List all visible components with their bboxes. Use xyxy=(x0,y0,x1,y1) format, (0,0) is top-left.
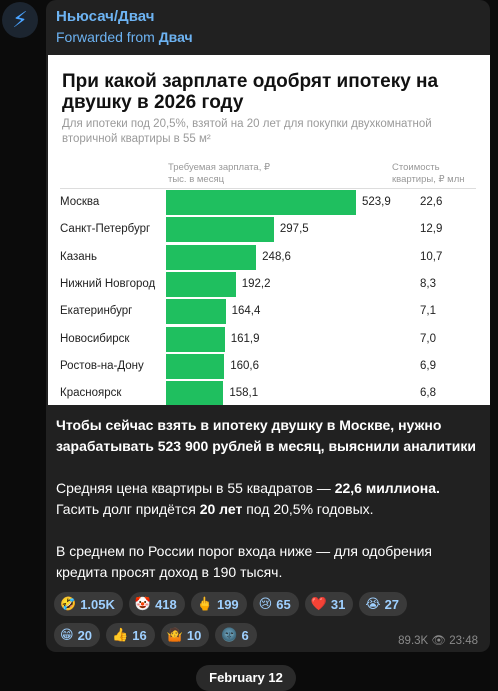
reaction-row: 🤣 1.05K 🤡 418 🖕 199 😢 65 ❤️ 31 😭 27 xyxy=(54,592,408,616)
reaction-emoji: 😁 xyxy=(60,627,74,642)
reaction-count: 31 xyxy=(330,596,346,612)
image-title: При какой зарплате одобрят ипотеку на дв… xyxy=(62,71,439,113)
reaction-emoji: 😢 xyxy=(258,596,273,611)
text-run: Средняя цена квартиры в 55 квадратов — xyxy=(56,480,335,496)
image-subtitle: Для ипотеки под 20,5%, взятой на 20 лет … xyxy=(62,118,432,145)
reaction-emoji: 🤷 xyxy=(166,627,183,642)
message-meta: 89.3K 👁 23:48 xyxy=(398,635,478,647)
reaction-row: 😁 20 👍 16 🤷 10 🌚 6 xyxy=(54,623,257,647)
bar-value-label: 248,6 xyxy=(262,250,291,263)
bar-value-label: 158,1 xyxy=(229,387,259,400)
price-label: 6,9 xyxy=(420,359,436,372)
reaction[interactable]: 🖕 199 xyxy=(190,592,247,616)
reaction-emoji: ❤️ xyxy=(310,596,327,611)
reaction-emoji: 🤡 xyxy=(134,596,152,611)
text-run: Чтобы сейчас взять в ипотеку двушку в Мо… xyxy=(56,417,477,454)
price-label: 10,7 xyxy=(420,250,443,263)
reaction-count: 418 xyxy=(155,596,177,612)
reaction-count: 6 xyxy=(241,627,249,643)
city-label: Екатеринбург xyxy=(60,305,133,318)
reaction-emoji: 👍 xyxy=(112,627,129,642)
bar xyxy=(166,190,356,215)
channel-name[interactable]: Ньюсач/Двач xyxy=(56,8,155,25)
reaction[interactable]: 🤷 10 xyxy=(160,623,210,647)
price-label: 12,9 xyxy=(420,223,443,236)
date-pill: February 12 xyxy=(196,665,296,691)
divider xyxy=(60,188,476,189)
forwarded-label: Forwarded from xyxy=(56,29,155,45)
city-label: Ростов-на-Дону xyxy=(60,359,144,372)
reaction-emoji: 🖕 xyxy=(196,596,213,611)
reaction-count: 20 xyxy=(77,627,93,643)
reaction[interactable]: 😢 65 xyxy=(252,592,299,616)
reaction-count: 10 xyxy=(186,627,202,643)
reaction-emoji: 🌚 xyxy=(221,627,238,642)
bar xyxy=(166,217,274,243)
bar xyxy=(166,381,224,405)
reaction-count: 65 xyxy=(276,596,291,612)
reaction[interactable]: 😭 27 xyxy=(359,592,408,616)
reaction-emoji: 🤣 xyxy=(60,596,77,611)
forwarded-source[interactable]: Двач xyxy=(158,29,193,45)
text-run: Гасить долг придётся xyxy=(56,501,200,517)
bar-value-label: 523,9 xyxy=(362,196,391,208)
city-label: Москва xyxy=(60,196,100,208)
message-bubble: Ньюсач/Двач Forwarded from Двач При како… xyxy=(46,0,490,652)
reaction-emoji: 😭 xyxy=(365,596,381,611)
price-header: Стоимость квартиры, ₽ млн xyxy=(392,162,465,185)
city-label: Новосибирск xyxy=(60,332,130,345)
reaction[interactable]: ❤️ 31 xyxy=(304,592,354,616)
reaction[interactable]: 😁 20 xyxy=(54,623,101,647)
text-run: под 20,5% годовых. xyxy=(242,501,374,517)
bar xyxy=(166,326,225,352)
reaction-count: 1.05K xyxy=(80,596,115,612)
bar-value-label: 164,4 xyxy=(231,305,261,318)
bar-value-label: 160,6 xyxy=(230,359,260,372)
reaction-count: 16 xyxy=(132,627,147,643)
reaction-count: 27 xyxy=(384,596,400,612)
city-label: Нижний Новгород xyxy=(60,277,156,290)
bar-value-label: 297,5 xyxy=(279,223,309,236)
salary-header: Требуемая зарплата, ₽ тыс. в месяц xyxy=(168,162,271,185)
reaction[interactable]: 👍 16 xyxy=(106,623,155,647)
price-label: 22,6 xyxy=(420,196,443,208)
reaction[interactable]: 🌚 6 xyxy=(215,623,257,647)
text-run: 20 лет xyxy=(199,501,243,517)
message-paragraph: В среднем по России порог входа ниже — д… xyxy=(56,541,476,583)
time: 23:48 xyxy=(449,635,478,647)
bar xyxy=(166,244,257,270)
text-run: В среднем по России порог входа ниже — д… xyxy=(56,543,432,580)
reaction-count: 199 xyxy=(216,596,239,612)
city-label: Санкт-Петербург xyxy=(60,223,151,236)
reaction[interactable]: 🤡 418 xyxy=(128,592,185,616)
message-paragraph: Чтобы сейчас взять в ипотеку двушку в Мо… xyxy=(56,415,476,457)
avatar[interactable]: ⚡ xyxy=(2,2,38,38)
price-label: 7,0 xyxy=(420,332,436,345)
forwarded-line: Forwarded from Двач xyxy=(56,29,193,45)
message-paragraph: Средняя цена квартиры в 55 квадратов — 2… xyxy=(56,478,476,520)
price-label: 8,3 xyxy=(420,277,436,290)
bar xyxy=(166,353,225,379)
city-label: Красноярск xyxy=(60,387,122,400)
bar-value-label: 192,2 xyxy=(241,277,271,290)
reaction[interactable]: 🤣 1.05K xyxy=(54,592,123,616)
bar xyxy=(166,299,226,325)
city-label: Казань xyxy=(60,250,97,263)
post-image[interactable]: При какой зарплате одобрят ипотеку на дв… xyxy=(48,55,490,405)
bar-value-label: 161,9 xyxy=(230,332,260,345)
text-run: 22,6 миллиона. xyxy=(334,480,440,496)
price-label: 7,1 xyxy=(420,305,436,318)
views: 89.3K xyxy=(398,635,429,647)
price-label: 6,8 xyxy=(420,387,436,400)
bar xyxy=(166,271,236,297)
